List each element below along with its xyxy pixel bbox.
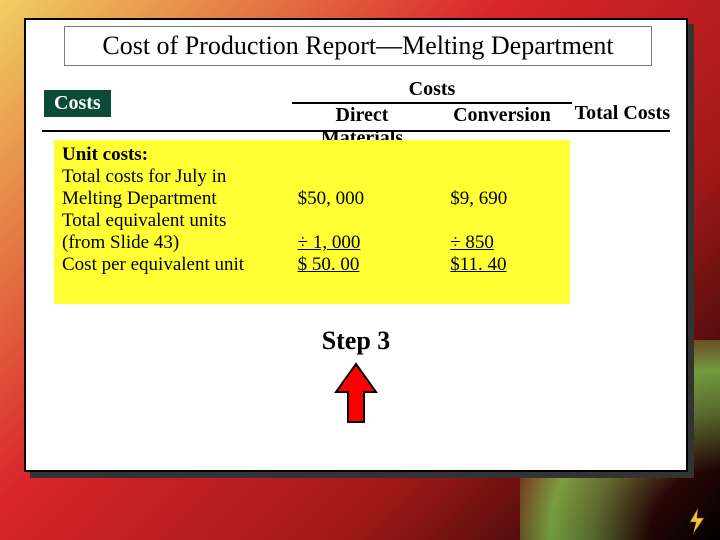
- content-card: Cost of Production Report—Melting Depart…: [24, 18, 688, 472]
- value-dm-total-cost: $50, 000: [282, 188, 441, 210]
- arrow-up-icon: [334, 362, 378, 426]
- header-bottom-rule: [42, 130, 670, 132]
- slide-title: Cost of Production Report—Melting Depart…: [65, 27, 651, 65]
- col-header-total-costs: Total Costs: [575, 102, 670, 125]
- row-total-costs-line2: Melting Department $50, 000 $9, 690: [62, 188, 562, 210]
- label-total-costs-line1: Total costs for July in: [62, 166, 290, 188]
- label-equiv-units-line1: Total equivalent units: [62, 210, 290, 232]
- unit-costs-highlight: Unit costs: Total costs for July in Melt…: [54, 140, 570, 304]
- lightning-bolt-icon: [688, 508, 706, 534]
- value-conv-cost-per-unit: $11. 40: [440, 254, 562, 276]
- costs-group-title: Costs: [292, 78, 572, 101]
- label-cost-per-unit: Cost per equivalent unit: [62, 254, 282, 276]
- label-total-costs-line2: Melting Department: [62, 188, 282, 210]
- step-arrow: [334, 362, 378, 432]
- value-conv-total-cost: $9, 690: [440, 188, 562, 210]
- arrow-up-shape: [336, 364, 376, 422]
- step-label: Step 3: [36, 326, 676, 356]
- row-cost-per-unit: Cost per equivalent unit $ 50. 00 $11. 4…: [62, 254, 562, 276]
- value-dm-cost-per-unit: $ 50. 00: [282, 254, 441, 276]
- title-box: Cost of Production Report—Melting Depart…: [64, 26, 652, 66]
- header-row: Costs Costs Direct Materials Conversion …: [36, 78, 676, 132]
- unit-costs-heading: Unit costs:: [62, 144, 562, 166]
- value-dm-equiv-units: ÷ 1, 000: [282, 232, 441, 254]
- label-equiv-units-line2: (from Slide 43): [62, 232, 282, 254]
- content-area: Costs Costs Direct Materials Conversion …: [36, 78, 676, 460]
- costs-section-chip: Costs: [44, 90, 111, 117]
- value-conv-equiv-units: ÷ 850: [440, 232, 562, 254]
- slide-stage: Cost of Production Report—Melting Depart…: [0, 0, 720, 540]
- row-equiv-units-line2: (from Slide 43) ÷ 1, 000 ÷ 850: [62, 232, 562, 254]
- row-equiv-units-line1: Total equivalent units: [62, 210, 562, 232]
- row-total-costs-line1: Total costs for July in: [62, 166, 562, 188]
